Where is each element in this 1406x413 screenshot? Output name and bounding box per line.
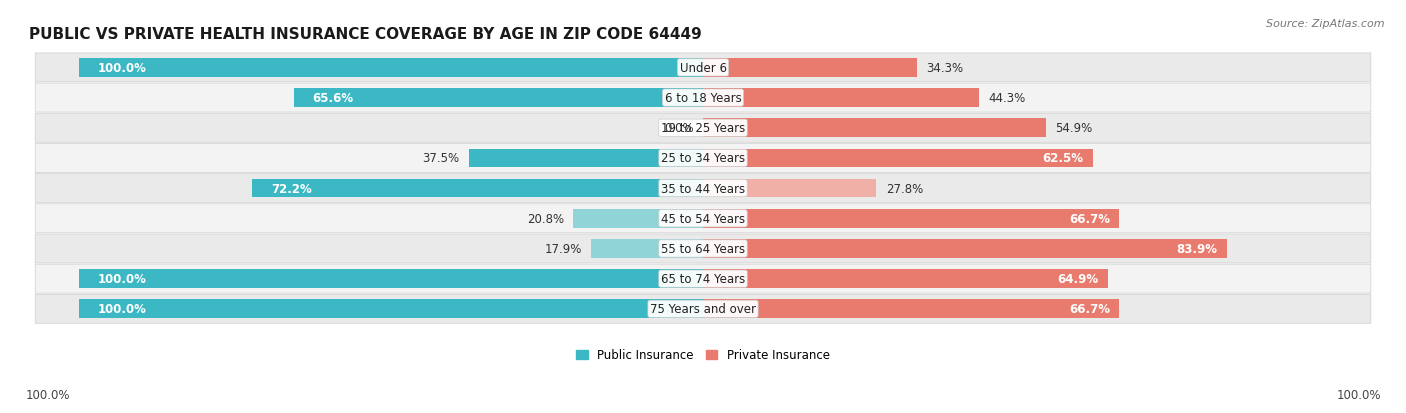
FancyBboxPatch shape <box>35 174 1371 203</box>
FancyBboxPatch shape <box>35 294 1371 323</box>
Bar <box>703 270 1108 288</box>
Text: 17.9%: 17.9% <box>544 242 582 255</box>
Bar <box>592 240 703 258</box>
Text: 0.0%: 0.0% <box>664 122 693 135</box>
Text: Under 6: Under 6 <box>679 62 727 75</box>
Text: 83.9%: 83.9% <box>1177 242 1218 255</box>
Bar <box>703 240 1226 258</box>
Bar <box>253 179 703 198</box>
Bar <box>703 179 876 198</box>
Bar <box>79 300 703 318</box>
Legend: Public Insurance, Private Insurance: Public Insurance, Private Insurance <box>576 349 830 362</box>
Bar <box>79 270 703 288</box>
Bar <box>703 209 1119 228</box>
Text: 25 to 34 Years: 25 to 34 Years <box>661 152 745 165</box>
Text: 66.7%: 66.7% <box>1069 303 1109 316</box>
Bar <box>703 89 980 108</box>
Text: 100.0%: 100.0% <box>1336 388 1381 401</box>
Bar <box>294 89 703 108</box>
Text: 100.0%: 100.0% <box>97 62 146 75</box>
Text: 64.9%: 64.9% <box>1057 273 1098 285</box>
FancyBboxPatch shape <box>35 235 1371 263</box>
Text: 37.5%: 37.5% <box>423 152 460 165</box>
Bar <box>574 209 703 228</box>
Bar <box>703 59 917 78</box>
Bar <box>79 59 703 78</box>
Bar <box>703 119 1046 138</box>
Bar <box>703 149 1092 168</box>
Text: 100.0%: 100.0% <box>97 273 146 285</box>
Text: Source: ZipAtlas.com: Source: ZipAtlas.com <box>1267 19 1385 28</box>
Text: 54.9%: 54.9% <box>1054 122 1092 135</box>
Text: 72.2%: 72.2% <box>271 182 312 195</box>
Text: 34.3%: 34.3% <box>927 62 963 75</box>
Bar <box>470 149 703 168</box>
Bar <box>703 300 1119 318</box>
Text: 27.8%: 27.8% <box>886 182 924 195</box>
Text: 66.7%: 66.7% <box>1069 212 1109 225</box>
Text: 100.0%: 100.0% <box>25 388 70 401</box>
Text: 62.5%: 62.5% <box>1043 152 1084 165</box>
FancyBboxPatch shape <box>35 204 1371 233</box>
Text: 19 to 25 Years: 19 to 25 Years <box>661 122 745 135</box>
Text: 55 to 64 Years: 55 to 64 Years <box>661 242 745 255</box>
Text: 6 to 18 Years: 6 to 18 Years <box>665 92 741 105</box>
Text: PUBLIC VS PRIVATE HEALTH INSURANCE COVERAGE BY AGE IN ZIP CODE 64449: PUBLIC VS PRIVATE HEALTH INSURANCE COVER… <box>30 27 702 42</box>
FancyBboxPatch shape <box>35 114 1371 143</box>
Text: 44.3%: 44.3% <box>988 92 1026 105</box>
Text: 20.8%: 20.8% <box>527 212 564 225</box>
FancyBboxPatch shape <box>35 264 1371 293</box>
FancyBboxPatch shape <box>35 54 1371 83</box>
Text: 35 to 44 Years: 35 to 44 Years <box>661 182 745 195</box>
FancyBboxPatch shape <box>35 144 1371 173</box>
Text: 65 to 74 Years: 65 to 74 Years <box>661 273 745 285</box>
FancyBboxPatch shape <box>35 84 1371 113</box>
Text: 75 Years and over: 75 Years and over <box>650 303 756 316</box>
Text: 100.0%: 100.0% <box>97 303 146 316</box>
Text: 45 to 54 Years: 45 to 54 Years <box>661 212 745 225</box>
Text: 65.6%: 65.6% <box>312 92 353 105</box>
